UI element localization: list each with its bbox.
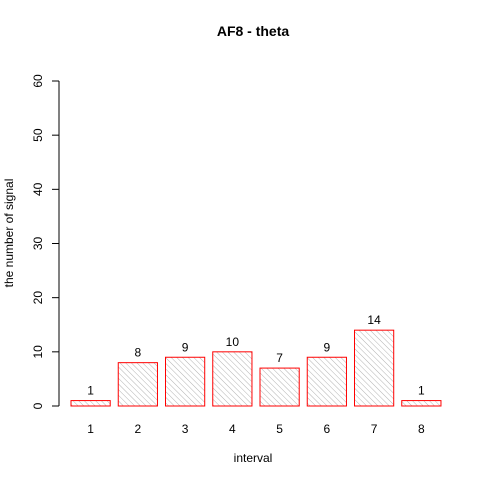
- bar-value-label: 1: [87, 384, 94, 398]
- x-tick-labels: 1 2 3 4 5 6 7 8: [87, 422, 425, 436]
- chart-title: AF8 - theta: [217, 23, 290, 39]
- x-tick-label: 3: [182, 422, 189, 436]
- y-tick-label: 0: [31, 402, 45, 409]
- bar-value-label: 8: [135, 346, 142, 360]
- bar: [213, 352, 252, 406]
- bar-value-label: 10: [226, 335, 240, 349]
- bar: [307, 357, 346, 406]
- y-tick-label: 20: [31, 291, 45, 305]
- bar: [355, 330, 394, 406]
- bar: [402, 401, 441, 406]
- bar-value-label: 9: [182, 340, 189, 354]
- bar-value-label: 7: [276, 351, 283, 365]
- y-axis: 0 10 20 30 40 50 60: [31, 74, 59, 409]
- y-tick-label: 50: [31, 128, 45, 142]
- bar: [166, 357, 205, 406]
- bar: [71, 401, 110, 406]
- y-axis-label: the number of signal: [2, 179, 16, 288]
- bar-value-label: 14: [367, 313, 381, 327]
- x-axis-label: interval: [234, 451, 273, 465]
- x-tick-label: 4: [229, 422, 236, 436]
- bar: [260, 368, 299, 406]
- y-tick-label: 30: [31, 237, 45, 251]
- y-tick-label: 40: [31, 182, 45, 196]
- bars-group: 1 8 9 10 7 9 14 1: [71, 313, 441, 406]
- x-tick-label: 7: [371, 422, 378, 436]
- x-tick-label: 8: [418, 422, 425, 436]
- bar-value-label: 9: [324, 340, 331, 354]
- x-tick-label: 5: [276, 422, 283, 436]
- y-tick-label: 10: [31, 345, 45, 359]
- x-tick-label: 6: [324, 422, 331, 436]
- bar: [118, 363, 157, 406]
- bar-value-label: 1: [418, 384, 425, 398]
- x-tick-label: 1: [87, 422, 94, 436]
- x-tick-label: 2: [135, 422, 142, 436]
- y-tick-label: 60: [31, 74, 45, 88]
